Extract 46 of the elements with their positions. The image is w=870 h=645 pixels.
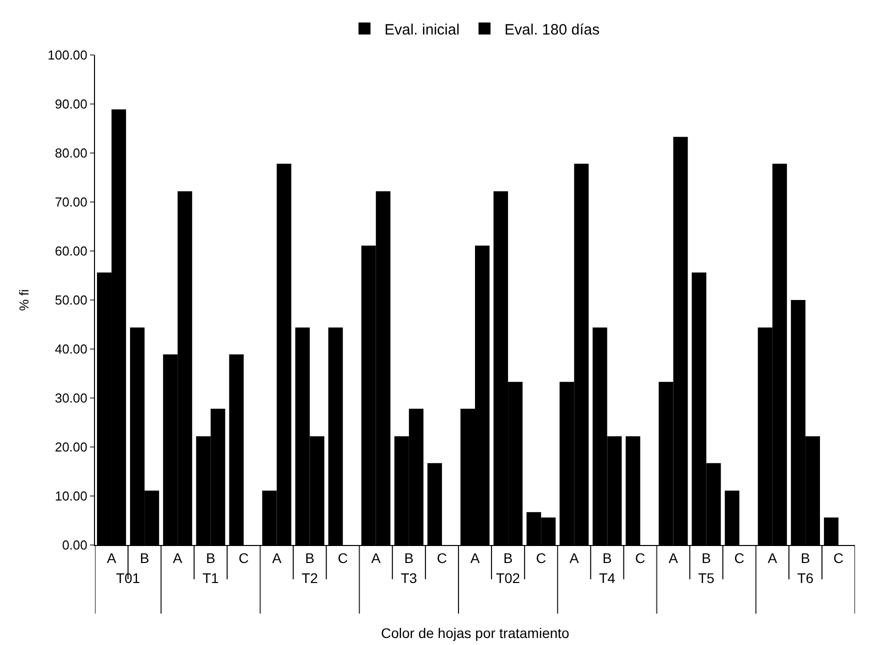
x-tick-label: B — [305, 550, 314, 566]
x-tick-label: B — [140, 550, 150, 566]
x-axis-title: T02 — [496, 570, 520, 586]
text: Color de hojas por tratamiento — [381, 625, 570, 641]
x-axis-title: T1 — [202, 570, 220, 586]
y-tick-label: 60.00 — [54, 244, 88, 259]
y-tick-label: 90.00 — [54, 96, 88, 112]
y-tick-label: 40.00 — [54, 342, 88, 357]
x-axis-title: T5 — [698, 570, 715, 586]
x-tick-label: C — [734, 550, 744, 566]
x-tick-label: A — [106, 550, 117, 566]
y-tick-label: 30.00 — [54, 390, 88, 406]
y-tick-label: 100.00 — [48, 48, 88, 63]
x-axis-title: T4 — [599, 570, 616, 586]
x-tick-label: B — [404, 550, 414, 566]
x-tick-label: C — [635, 550, 646, 566]
x-axis-title: T01 — [116, 570, 140, 586]
x-tick-label: A — [172, 550, 183, 566]
legend-label: Eval. inicial — [384, 21, 460, 38]
x-tick-label: C — [338, 550, 348, 566]
x-tick-label: B — [602, 550, 612, 566]
y-tick-label: 50.00 — [54, 292, 88, 308]
x-tick-label: A — [768, 550, 778, 566]
x-tick-label: C — [536, 550, 546, 566]
y-tick-label: 70.00 — [54, 194, 88, 210]
y-axis-title: % fi — [16, 289, 32, 311]
x-tick-label: A — [569, 550, 580, 566]
x-tick-label: C — [238, 550, 249, 566]
y-tick-label: 80.00 — [54, 146, 88, 161]
y-tick-label: 20.00 — [54, 440, 88, 455]
x-axis-title: T3 — [400, 570, 418, 586]
x-axis-title: T2 — [302, 570, 318, 586]
x-tick-label: B — [800, 550, 810, 566]
x-tick-label: A — [272, 550, 282, 566]
x-tick-label: B — [702, 550, 711, 566]
x-tick-label: A — [470, 550, 480, 566]
x-tick-label: B — [206, 550, 216, 566]
legend-label: Eval. 180 días — [504, 21, 600, 38]
x-tick-label: B — [503, 550, 513, 566]
x-tick-label: C — [833, 550, 844, 566]
y-tick-label: 10.00 — [54, 488, 88, 504]
x-tick-label: C — [436, 550, 448, 566]
x-tick-label: A — [668, 550, 679, 566]
y-tick-label: 0.00 — [62, 538, 88, 553]
x-axis-title: T6 — [797, 570, 814, 586]
x-tick-label: A — [371, 550, 382, 566]
